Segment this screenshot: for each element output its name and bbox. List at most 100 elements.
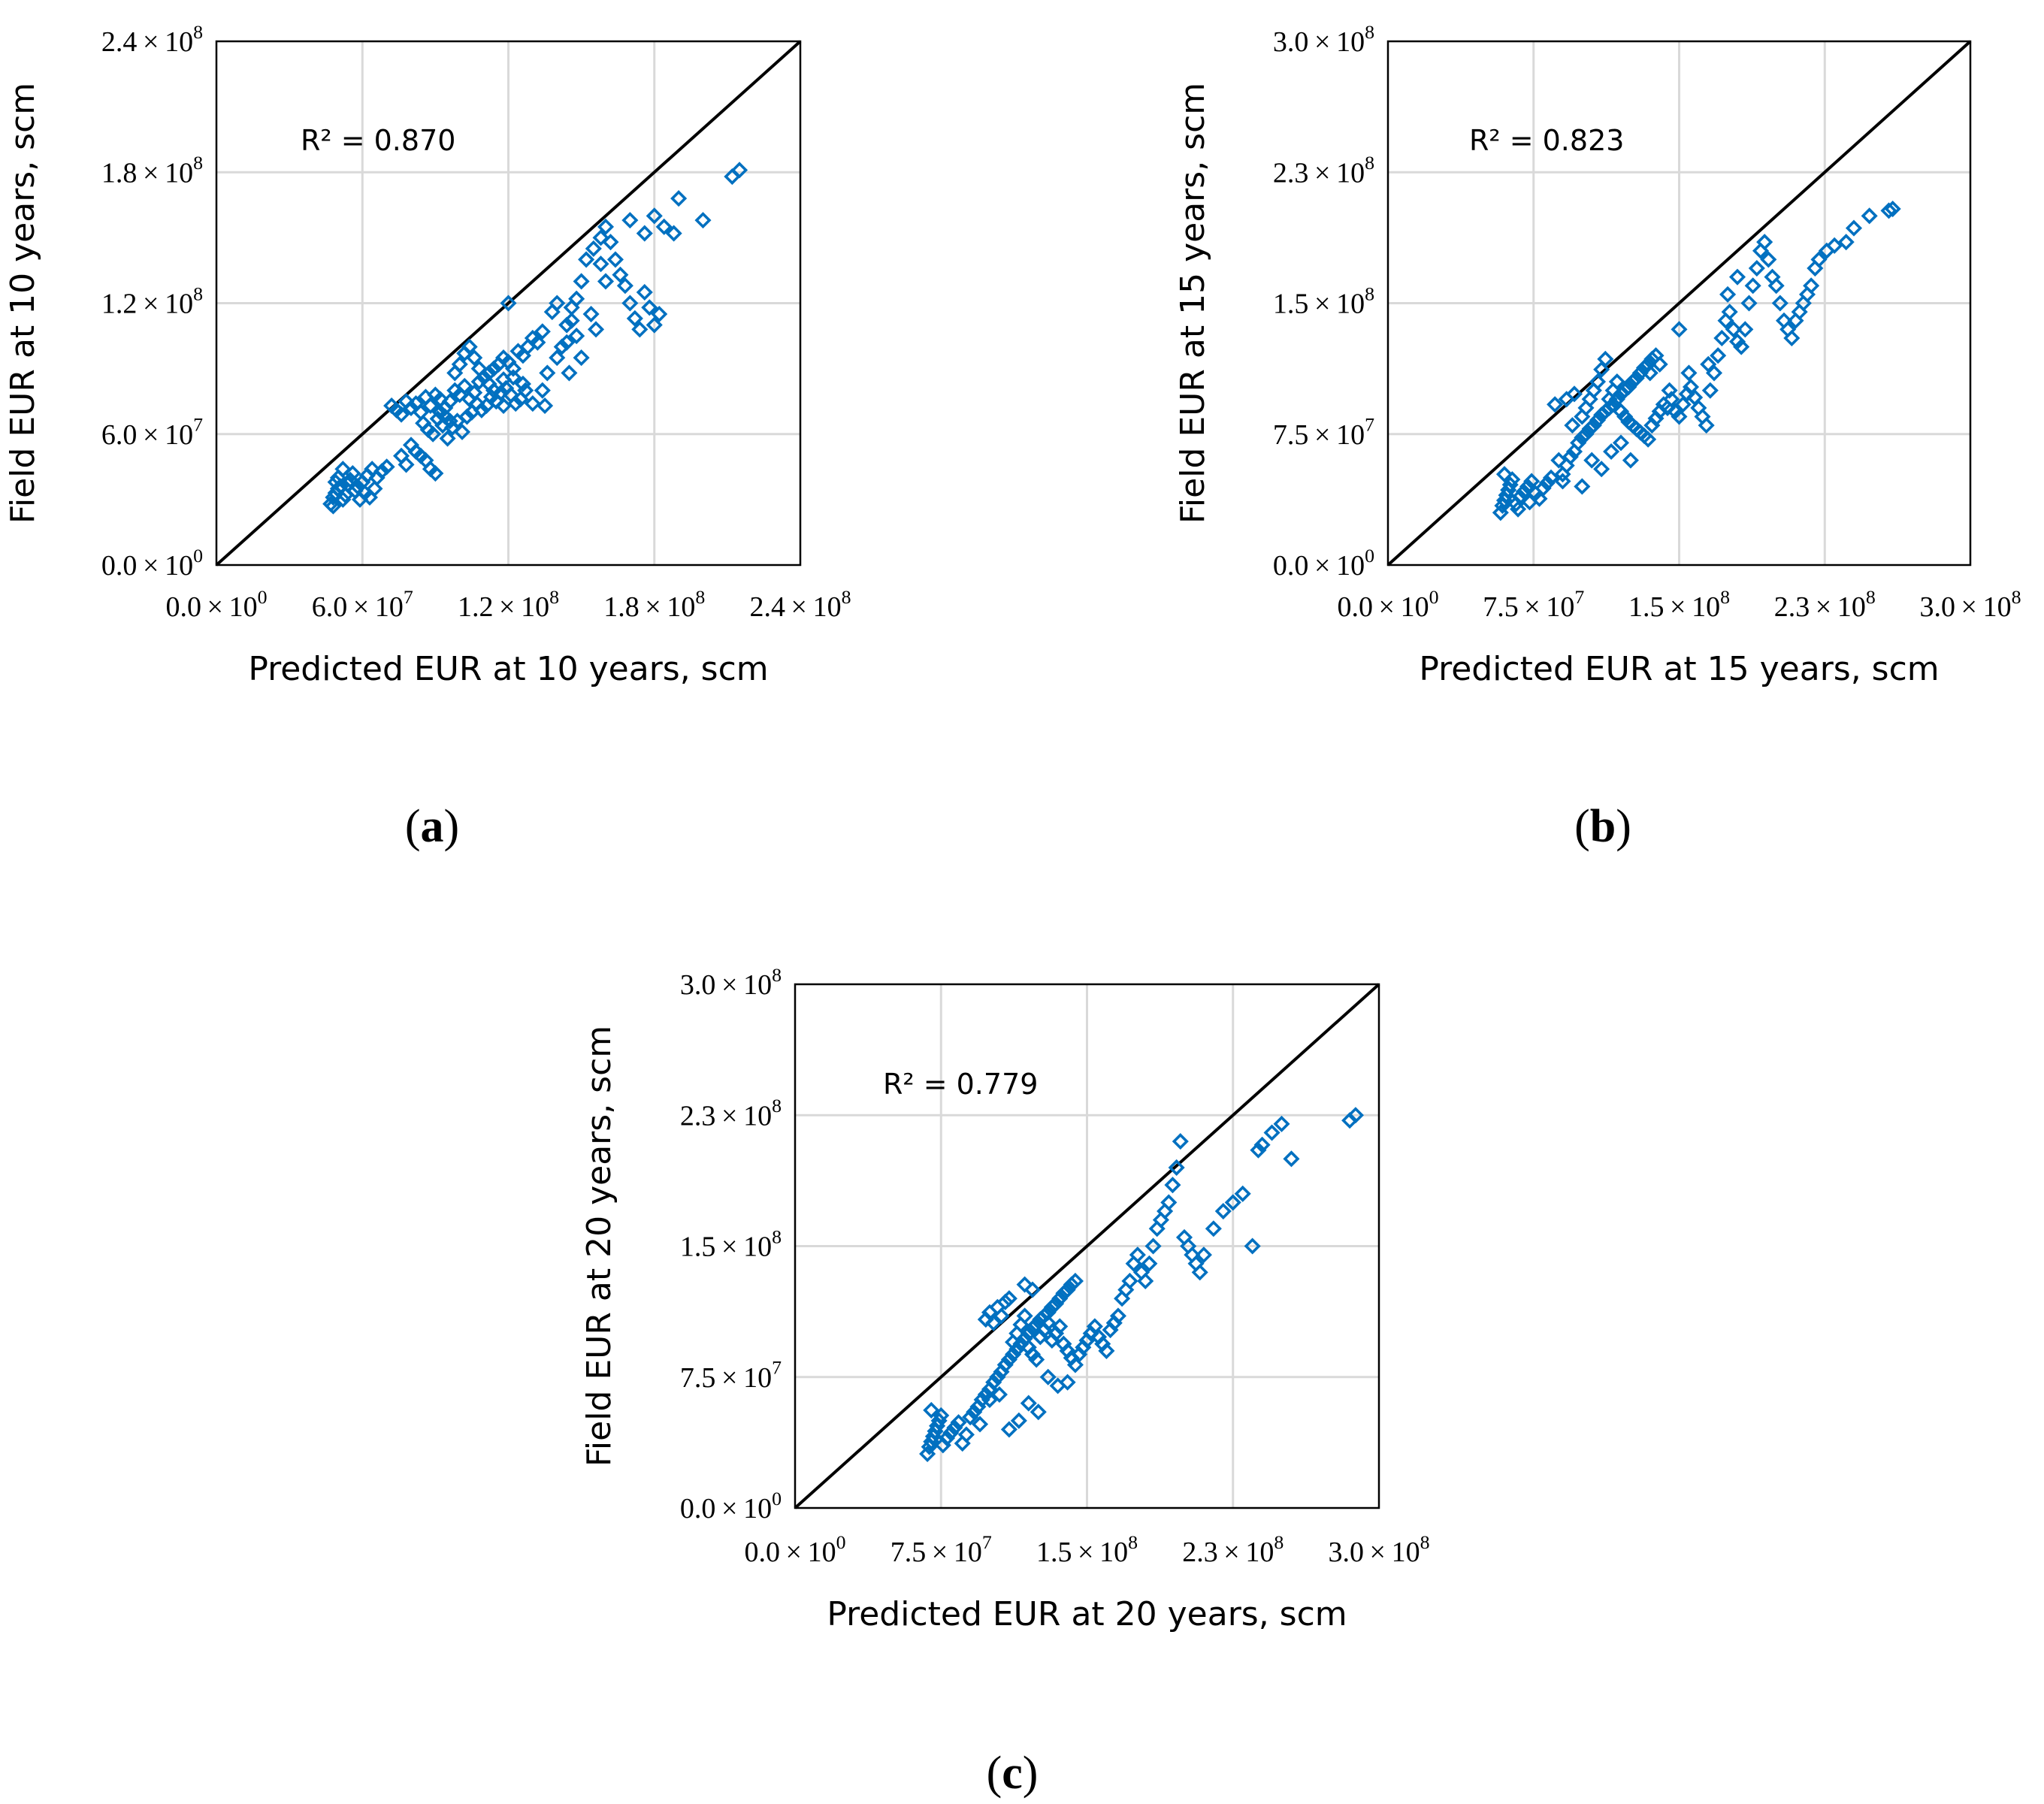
scatter-point: [1039, 1314, 1057, 1331]
scatter-point: [1273, 1115, 1290, 1132]
scatter-point: [1767, 277, 1785, 295]
scatter-point: [1601, 399, 1618, 416]
plot-area-border: [1386, 40, 1972, 567]
scatter-point: [1622, 452, 1639, 469]
scatter-point: [592, 229, 609, 246]
scatter-point: [731, 162, 748, 179]
plot-area-border: [215, 40, 802, 567]
scatter-point: [1756, 234, 1773, 251]
scatter-point: [1168, 1159, 1185, 1176]
y-tick-label: 0.0 × 100: [1273, 545, 1374, 582]
scatter-point: [1593, 406, 1610, 424]
plot-area-border: [794, 983, 1380, 1509]
scatter-point: [378, 458, 395, 476]
scatter-point: [1531, 490, 1548, 507]
scatter-point: [329, 469, 346, 486]
scatter-point: [1039, 1304, 1057, 1321]
scatter-point: [534, 382, 551, 399]
scatter-point: [1010, 1412, 1027, 1429]
x-tick-label: 2.3 × 108: [1182, 1531, 1284, 1568]
scatter-point: [636, 225, 653, 242]
scatter-point: [612, 266, 629, 283]
scatter-point: [422, 397, 439, 415]
scatter-point: [1030, 1404, 1047, 1421]
scatter-point: [1603, 443, 1620, 461]
scatter-point: [602, 234, 619, 251]
scatter-point: [1783, 329, 1801, 347]
scatter-point: [1523, 473, 1541, 490]
scatter-point: [1577, 425, 1595, 443]
scatter-point: [504, 369, 522, 386]
scatter-point: [1663, 391, 1680, 408]
scatter-point: [1043, 1298, 1060, 1316]
scatter-point: [1597, 403, 1614, 420]
scatter-point: [1039, 1368, 1057, 1385]
identity-line: [1386, 40, 1972, 567]
scatter-point: [942, 1425, 960, 1442]
scatter-point: [655, 218, 673, 235]
scatter-point: [1535, 479, 1552, 497]
scatter-point: [1542, 469, 1560, 486]
scatter-point: [1845, 219, 1863, 237]
scatter-point: [1000, 1351, 1017, 1368]
scatter-point: [563, 312, 580, 329]
scatter-point: [558, 316, 576, 334]
scatter-point: [549, 349, 566, 367]
scatter-point: [568, 290, 585, 307]
scatter-point: [561, 364, 578, 382]
r-squared-label: R² = 0.779: [883, 1068, 1038, 1101]
scatter-point: [670, 190, 688, 207]
x-tick-label: 7.5 × 107: [890, 1531, 992, 1568]
panel-a: 0.0 × 100 6.0 × 107 1.2 × 108 1.8 × 108 2.4 …: [4, 21, 851, 852]
scatter-point: [1884, 200, 1901, 218]
scatter-point: [646, 207, 663, 225]
y-tick-label: 7.5 × 107: [680, 1357, 782, 1394]
y-tick-label: 1.5 × 108: [1273, 283, 1374, 319]
scatter-point: [1224, 1194, 1241, 1211]
scatter-point: [1737, 321, 1754, 338]
scatter-point: [1028, 1351, 1045, 1368]
scatter-point: [393, 406, 410, 423]
scatter-point: [539, 364, 556, 382]
scatter-point: [573, 273, 590, 290]
panel-caption: (b): [1574, 801, 1631, 852]
scatter-point: [1263, 1124, 1281, 1141]
scatter-point: [558, 334, 576, 351]
scatter-point: [1748, 259, 1765, 277]
scatter-point: [972, 1416, 989, 1433]
scatter-point: [439, 430, 456, 447]
scatter-point: [1000, 1290, 1017, 1307]
scatter-point: [1253, 1136, 1271, 1153]
scatter-point: [950, 1414, 967, 1431]
scatter-point: [1589, 412, 1607, 429]
scatter-point: [578, 251, 595, 268]
x-tick-label: 0.0 × 100: [744, 1531, 845, 1568]
scatter-point: [1719, 286, 1737, 303]
scatter-point: [1129, 1246, 1146, 1264]
scatter-point: [1616, 382, 1634, 399]
scatter-point: [373, 463, 391, 480]
scatter-point: [1024, 1319, 1042, 1337]
scatter-point: [1721, 304, 1738, 321]
scatter-point: [1000, 1421, 1017, 1438]
y-tick-label: 3.0 × 108: [680, 964, 782, 1001]
scatter-point: [665, 225, 682, 242]
scatter-point: [529, 334, 546, 351]
x-axis-title: Predicted EUR at 20 years, scm: [827, 1595, 1347, 1633]
scatter-point: [1880, 202, 1897, 219]
scatter-point: [933, 1407, 950, 1424]
scatter-point: [1141, 1255, 1158, 1272]
scatter-point: [470, 373, 488, 391]
scatter-point: [1547, 396, 1564, 413]
panel-b: 0.0 × 100 7.5 × 107 1.5 × 108 2.3 × 108 3.0 …: [1174, 21, 2021, 852]
scatter-point: [1059, 1373, 1076, 1391]
scatter-point: [993, 1307, 1010, 1325]
scatter-point: [985, 1314, 1002, 1331]
y-axis-title: Field EUR at 10 years, scm: [4, 83, 42, 524]
x-tick-label: 2.3 × 108: [1774, 586, 1876, 623]
scatter-point: [1121, 1272, 1138, 1290]
scatter-point: [1020, 1395, 1037, 1412]
scatter-point: [441, 412, 458, 430]
x-axis-title: Predicted EUR at 15 years, scm: [1419, 650, 1939, 688]
scatter-point: [1283, 1150, 1300, 1168]
